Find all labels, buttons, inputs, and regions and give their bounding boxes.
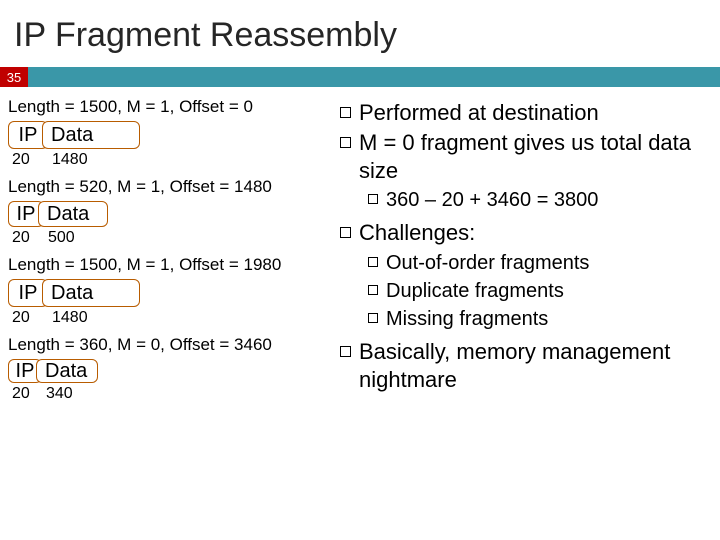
- bullet-item: Challenges:: [340, 219, 716, 247]
- bullet-item: Performed at destination: [340, 99, 716, 127]
- data-size: 1480: [48, 151, 88, 169]
- data-box: Data: [36, 359, 98, 383]
- sub-bullet-item: Missing fragments: [340, 306, 716, 332]
- sub-bullet-item: 360 – 20 + 3460 = 3800: [340, 187, 716, 213]
- square-bullet-icon: [340, 137, 351, 148]
- data-size: 500: [44, 229, 75, 247]
- slide-bar-fill: [28, 67, 720, 87]
- fragments-column: Length = 1500, M = 1, Offset = 0 IPData 20…: [8, 97, 340, 411]
- sub-bullet-text: Missing fragments: [386, 306, 548, 332]
- data-size: 1480: [48, 309, 88, 327]
- data-size: 340: [42, 385, 73, 403]
- square-bullet-icon: [368, 257, 378, 267]
- fragment-label: Length = 520, M = 1, Offset = 1480: [8, 177, 334, 197]
- bullet-text: M = 0 fragment gives us total data size: [359, 129, 712, 185]
- fragment-group: Length = 520, M = 1, Offset = 1480 IPData…: [8, 177, 334, 247]
- bullet-item: M = 0 fragment gives us total data size: [340, 129, 716, 185]
- fragment-boxes: IPData: [8, 279, 334, 307]
- ip-size: 20: [8, 151, 48, 169]
- fragment-numbers: 201480: [8, 151, 334, 169]
- page-title: IP Fragment Reassembly: [0, 0, 720, 67]
- bullet-text: Performed at destination: [359, 99, 599, 127]
- bullet-item: Basically, memory management nightmare: [340, 338, 716, 394]
- sub-bullet-item: Out-of-order fragments: [340, 250, 716, 276]
- fragment-group: Length = 1500, M = 1, Offset = 0 IPData 20…: [8, 97, 334, 169]
- fragment-label: Length = 1500, M = 1, Offset = 0: [8, 97, 334, 117]
- fragment-group: Length = 1500, M = 1, Offset = 1980 IPDat…: [8, 255, 334, 327]
- bullet-text: Basically, memory management nightmare: [359, 338, 712, 394]
- square-bullet-icon: [368, 285, 378, 295]
- fragment-numbers: 201480: [8, 309, 334, 327]
- fragment-boxes: IPData: [8, 359, 334, 383]
- square-bullet-icon: [368, 194, 378, 204]
- data-box: Data: [38, 201, 108, 227]
- slide-number: 35: [0, 67, 28, 87]
- ip-size: 20: [8, 229, 44, 247]
- fragment-boxes: IPData: [8, 121, 334, 149]
- sub-bullet-text: 360 – 20 + 3460 = 3800: [386, 187, 598, 213]
- square-bullet-icon: [368, 313, 378, 323]
- bullets-column: Performed at destination M = 0 fragment …: [340, 97, 716, 411]
- square-bullet-icon: [340, 107, 351, 118]
- square-bullet-icon: [340, 227, 351, 238]
- fragment-numbers: 20500: [8, 229, 334, 247]
- ip-size: 20: [8, 385, 42, 403]
- data-box: Data: [42, 121, 140, 149]
- fragment-group: Length = 360, M = 0, Offset = 3460 IPData…: [8, 335, 334, 403]
- ip-size: 20: [8, 309, 48, 327]
- fragment-label: Length = 360, M = 0, Offset = 3460: [8, 335, 334, 355]
- square-bullet-icon: [340, 346, 351, 357]
- fragment-numbers: 20340: [8, 385, 334, 403]
- content-area: Length = 1500, M = 1, Offset = 0 IPData 20…: [0, 87, 720, 411]
- sub-bullet-text: Out-of-order fragments: [386, 250, 589, 276]
- data-box: Data: [42, 279, 140, 307]
- sub-bullet-text: Duplicate fragments: [386, 278, 564, 304]
- fragment-boxes: IPData: [8, 201, 334, 227]
- sub-bullet-item: Duplicate fragments: [340, 278, 716, 304]
- bullet-text: Challenges:: [359, 219, 475, 247]
- slide-bar: 35: [0, 67, 720, 87]
- fragment-label: Length = 1500, M = 1, Offset = 1980: [8, 255, 334, 275]
